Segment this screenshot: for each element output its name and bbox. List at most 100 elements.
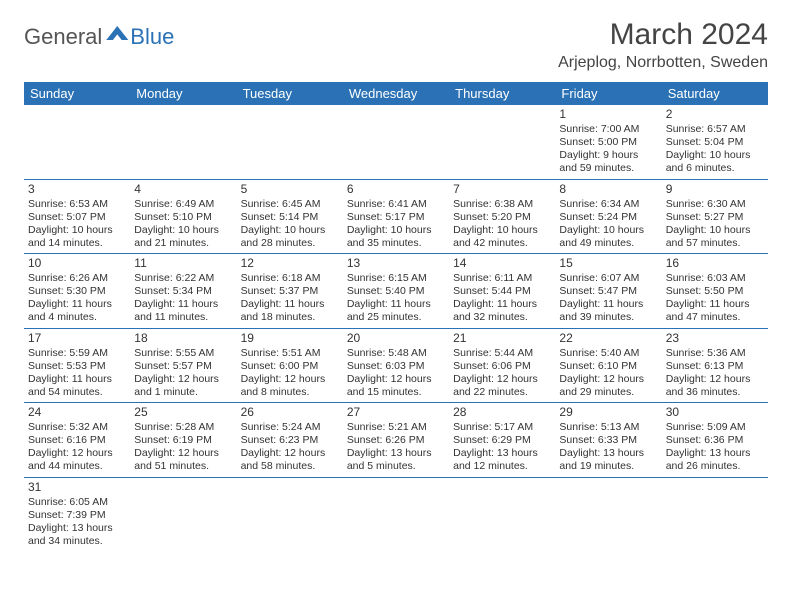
sunrise-line: Sunrise: 5:36 AM — [666, 347, 764, 360]
day-number: 30 — [666, 405, 764, 420]
sunrise-line: Sunrise: 5:32 AM — [28, 421, 126, 434]
day-number: 3 — [28, 182, 126, 197]
calendar-cell: 11Sunrise: 6:22 AMSunset: 5:34 PMDayligh… — [130, 254, 236, 329]
calendar-cell: 18Sunrise: 5:55 AMSunset: 5:57 PMDayligh… — [130, 328, 236, 403]
calendar-cell: 19Sunrise: 5:51 AMSunset: 6:00 PMDayligh… — [237, 328, 343, 403]
calendar-cell: 12Sunrise: 6:18 AMSunset: 5:37 PMDayligh… — [237, 254, 343, 329]
sunrise-line: Sunrise: 6:11 AM — [453, 272, 551, 285]
daylight-line: Daylight: 10 hours and 28 minutes. — [241, 224, 339, 250]
calendar-cell: 13Sunrise: 6:15 AMSunset: 5:40 PMDayligh… — [343, 254, 449, 329]
daylight-line: Daylight: 11 hours and 18 minutes. — [241, 298, 339, 324]
calendar-cell: 6Sunrise: 6:41 AMSunset: 5:17 PMDaylight… — [343, 179, 449, 254]
logo: General Blue — [24, 24, 174, 50]
calendar-cell: 8Sunrise: 6:34 AMSunset: 5:24 PMDaylight… — [555, 179, 661, 254]
daylight-line: Daylight: 10 hours and 6 minutes. — [666, 149, 764, 175]
calendar-cell: 21Sunrise: 5:44 AMSunset: 6:06 PMDayligh… — [449, 328, 555, 403]
day-number: 4 — [134, 182, 232, 197]
day-number: 25 — [134, 405, 232, 420]
daylight-line: Daylight: 11 hours and 32 minutes. — [453, 298, 551, 324]
header: General Blue March 2024 Arjeplog, Norrbo… — [24, 18, 768, 72]
sunset-line: Sunset: 6:03 PM — [347, 360, 445, 373]
calendar-cell: 4Sunrise: 6:49 AMSunset: 5:10 PMDaylight… — [130, 179, 236, 254]
daylight-line: Daylight: 9 hours and 59 minutes. — [559, 149, 657, 175]
calendar-cell: 31Sunrise: 6:05 AMSunset: 7:39 PMDayligh… — [24, 477, 130, 551]
sunrise-line: Sunrise: 5:28 AM — [134, 421, 232, 434]
day-number: 20 — [347, 331, 445, 346]
sunset-line: Sunset: 5:07 PM — [28, 211, 126, 224]
calendar-cell — [662, 477, 768, 551]
logo-text-1: General — [24, 24, 102, 50]
weekday-header-row: Sunday Monday Tuesday Wednesday Thursday… — [24, 82, 768, 105]
sunset-line: Sunset: 5:30 PM — [28, 285, 126, 298]
weekday-header: Wednesday — [343, 82, 449, 105]
daylight-line: Daylight: 12 hours and 8 minutes. — [241, 373, 339, 399]
sunset-line: Sunset: 6:10 PM — [559, 360, 657, 373]
sunset-line: Sunset: 6:36 PM — [666, 434, 764, 447]
day-number: 12 — [241, 256, 339, 271]
day-number: 9 — [666, 182, 764, 197]
daylight-line: Daylight: 13 hours and 19 minutes. — [559, 447, 657, 473]
day-number: 17 — [28, 331, 126, 346]
calendar-cell: 7Sunrise: 6:38 AMSunset: 5:20 PMDaylight… — [449, 179, 555, 254]
daylight-line: Daylight: 11 hours and 11 minutes. — [134, 298, 232, 324]
sunset-line: Sunset: 6:23 PM — [241, 434, 339, 447]
calendar-cell — [555, 477, 661, 551]
sunrise-line: Sunrise: 6:45 AM — [241, 198, 339, 211]
sunrise-line: Sunrise: 5:09 AM — [666, 421, 764, 434]
day-number: 19 — [241, 331, 339, 346]
day-number: 11 — [134, 256, 232, 271]
calendar-cell: 16Sunrise: 6:03 AMSunset: 5:50 PMDayligh… — [662, 254, 768, 329]
calendar-cell: 26Sunrise: 5:24 AMSunset: 6:23 PMDayligh… — [237, 403, 343, 478]
calendar-cell: 17Sunrise: 5:59 AMSunset: 5:53 PMDayligh… — [24, 328, 130, 403]
calendar-cell: 14Sunrise: 6:11 AMSunset: 5:44 PMDayligh… — [449, 254, 555, 329]
sunset-line: Sunset: 6:06 PM — [453, 360, 551, 373]
calendar-cell — [449, 477, 555, 551]
day-number: 27 — [347, 405, 445, 420]
sunset-line: Sunset: 7:39 PM — [28, 509, 126, 522]
calendar-cell — [343, 477, 449, 551]
sunrise-line: Sunrise: 5:40 AM — [559, 347, 657, 360]
calendar-cell: 5Sunrise: 6:45 AMSunset: 5:14 PMDaylight… — [237, 179, 343, 254]
sunrise-line: Sunrise: 6:34 AM — [559, 198, 657, 211]
calendar-cell: 15Sunrise: 6:07 AMSunset: 5:47 PMDayligh… — [555, 254, 661, 329]
sunrise-line: Sunrise: 6:26 AM — [28, 272, 126, 285]
day-number: 29 — [559, 405, 657, 420]
calendar-cell: 1Sunrise: 7:00 AMSunset: 5:00 PMDaylight… — [555, 105, 661, 179]
sunrise-line: Sunrise: 6:49 AM — [134, 198, 232, 211]
sunrise-line: Sunrise: 5:24 AM — [241, 421, 339, 434]
calendar-row: 1Sunrise: 7:00 AMSunset: 5:00 PMDaylight… — [24, 105, 768, 179]
sunrise-line: Sunrise: 5:51 AM — [241, 347, 339, 360]
weekday-header: Friday — [555, 82, 661, 105]
day-number: 7 — [453, 182, 551, 197]
day-number: 2 — [666, 107, 764, 122]
sunrise-line: Sunrise: 6:22 AM — [134, 272, 232, 285]
sunset-line: Sunset: 5:53 PM — [28, 360, 126, 373]
sunrise-line: Sunrise: 7:00 AM — [559, 123, 657, 136]
daylight-line: Daylight: 12 hours and 29 minutes. — [559, 373, 657, 399]
day-number: 22 — [559, 331, 657, 346]
sunset-line: Sunset: 5:44 PM — [453, 285, 551, 298]
day-number: 21 — [453, 331, 551, 346]
calendar-cell — [24, 105, 130, 179]
sunrise-line: Sunrise: 6:03 AM — [666, 272, 764, 285]
day-number: 14 — [453, 256, 551, 271]
weekday-header: Sunday — [24, 82, 130, 105]
daylight-line: Daylight: 13 hours and 34 minutes. — [28, 522, 126, 548]
weekday-header: Tuesday — [237, 82, 343, 105]
day-number: 10 — [28, 256, 126, 271]
weekday-header: Thursday — [449, 82, 555, 105]
weekday-header: Monday — [130, 82, 236, 105]
calendar-cell: 29Sunrise: 5:13 AMSunset: 6:33 PMDayligh… — [555, 403, 661, 478]
day-number: 8 — [559, 182, 657, 197]
daylight-line: Daylight: 11 hours and 4 minutes. — [28, 298, 126, 324]
sunset-line: Sunset: 5:04 PM — [666, 136, 764, 149]
daylight-line: Daylight: 10 hours and 35 minutes. — [347, 224, 445, 250]
sunset-line: Sunset: 5:50 PM — [666, 285, 764, 298]
location-text: Arjeplog, Norrbotten, Sweden — [558, 54, 768, 72]
sunrise-line: Sunrise: 5:48 AM — [347, 347, 445, 360]
daylight-line: Daylight: 13 hours and 26 minutes. — [666, 447, 764, 473]
sunset-line: Sunset: 6:19 PM — [134, 434, 232, 447]
daylight-line: Daylight: 13 hours and 5 minutes. — [347, 447, 445, 473]
title-block: March 2024 Arjeplog, Norrbotten, Sweden — [558, 18, 768, 72]
day-number: 15 — [559, 256, 657, 271]
